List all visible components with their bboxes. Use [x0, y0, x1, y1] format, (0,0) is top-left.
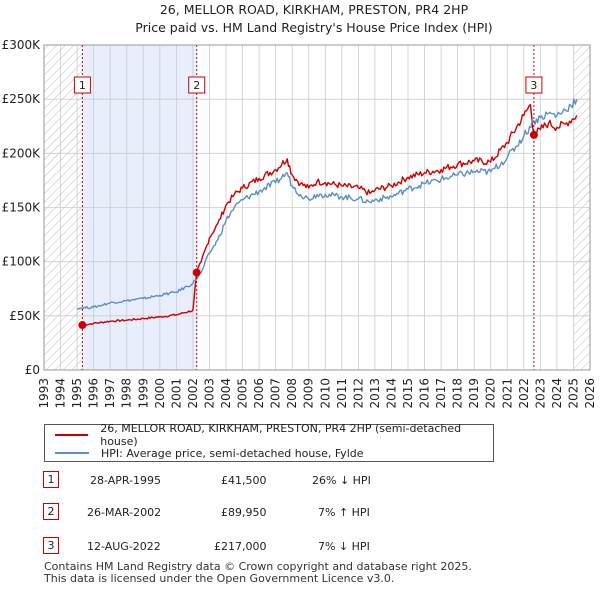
- sale-hpi-relation: 7% ↑ HPI: [318, 506, 370, 519]
- x-tick-label: 2002: [186, 378, 200, 409]
- sale-point: [78, 321, 87, 330]
- series-line-hpi: [76, 98, 578, 310]
- sale-marker-badge: [188, 76, 206, 94]
- x-tick-label: 2000: [153, 378, 167, 409]
- x-tick-label: 1993: [37, 378, 51, 409]
- x-tick-label: 2021: [500, 378, 514, 409]
- y-tick-label: £100K: [2, 255, 42, 269]
- sale-marker-badge: [525, 76, 543, 94]
- x-tick-label: 1994: [54, 378, 68, 409]
- sale-hpi-relation: 26% ↓ HPI: [312, 474, 371, 487]
- series-line-property: [82, 103, 578, 326]
- x-tick-label: 2025: [566, 378, 580, 409]
- sale-date: 28-APR-1995: [90, 474, 162, 487]
- sale-number-badge: 1: [43, 471, 59, 488]
- x-tick-label: 2008: [285, 378, 299, 409]
- x-tick-label: 2023: [533, 378, 547, 409]
- x-tick-label: 2005: [236, 378, 250, 409]
- y-tick-label: £250K: [2, 92, 42, 106]
- x-tick-label: 2007: [269, 378, 283, 409]
- sale-price: £41,500: [221, 474, 267, 487]
- x-tick-label: 2017: [434, 378, 448, 409]
- x-tick-label: 2018: [451, 378, 465, 409]
- x-tick-label: 2011: [335, 378, 349, 409]
- x-tick-label: 2024: [550, 378, 564, 409]
- sale-row: 3 12-AUG-2022 £217,000 7% ↓ HPI: [0, 536, 600, 558]
- attribution-line-1: Contains HM Land Registry data © Crown c…: [44, 560, 472, 573]
- legend-item-property: 26, MELLOR ROAD, KIRKHAM, PRESTON, PR4 2…: [45, 422, 493, 448]
- y-tick-label: £300K: [2, 38, 42, 52]
- x-tick-label: 2004: [219, 378, 233, 409]
- x-tick-label: 2022: [517, 378, 531, 409]
- x-tick-label: 2019: [467, 378, 481, 409]
- x-tick-label: 2010: [318, 378, 332, 409]
- sale-number-badge: 3: [43, 537, 59, 554]
- sale-marker-label: 2: [193, 79, 200, 92]
- x-tick-label: 2006: [252, 378, 266, 409]
- sale-date: 26-MAR-2002: [87, 506, 162, 519]
- sale-marker-label: 3: [530, 79, 537, 92]
- x-tick-label: 2014: [384, 378, 398, 409]
- legend-label-hpi: HPI: Average price, semi-detached house,…: [101, 446, 364, 460]
- y-tick-label: £200K: [2, 146, 42, 160]
- plot-border: [43, 44, 591, 371]
- legend-label-property: 26, MELLOR ROAD, KIRKHAM, PRESTON, PR4 2…: [100, 422, 462, 448]
- x-tick-label: 2009: [302, 378, 316, 409]
- sale-date: 12-AUG-2022: [87, 540, 161, 553]
- price-chart: 26, MELLOR ROAD, KIRKHAM, PRESTON, PR4 2…: [2, 2, 597, 409]
- sale-row: 1 28-APR-1995 £41,500 26% ↓ HPI: [0, 470, 600, 492]
- sale-marker-badge: [73, 76, 91, 94]
- x-tick-label: 2026: [583, 378, 597, 409]
- legend-item-hpi: HPI: Average price, semi-detached house,…: [45, 444, 364, 462]
- x-tick-label: 2016: [418, 378, 432, 409]
- chart-title-line1: 26, MELLOR ROAD, KIRKHAM, PRESTON, PR4 2…: [160, 2, 469, 17]
- sale-price: £217,000: [214, 540, 267, 553]
- x-tick-label: 1995: [70, 378, 84, 409]
- x-tick-label: 1999: [136, 378, 150, 409]
- x-tick-label: 1998: [120, 378, 134, 409]
- y-tick-label: £150K: [2, 201, 42, 215]
- sale-price: £89,950: [221, 506, 267, 519]
- legend-swatch-property: [55, 434, 89, 436]
- x-tick-label: 1997: [103, 378, 117, 409]
- sale-number-badge: 2: [43, 503, 59, 520]
- sale-hpi-relation: 7% ↓ HPI: [318, 540, 370, 553]
- x-tick-label: 1996: [87, 378, 101, 409]
- y-tick-label: £50K: [9, 309, 41, 323]
- x-tick-label: 2003: [202, 378, 216, 409]
- x-tick-label: 2013: [368, 378, 382, 409]
- y-tick-label: £0: [25, 363, 40, 377]
- x-tick-label: 2015: [401, 378, 415, 409]
- legend-swatch-hpi: [55, 452, 89, 454]
- sale-row: 2 26-MAR-2002 £89,950 7% ↑ HPI: [0, 502, 600, 524]
- x-tick-label: 2001: [169, 378, 183, 409]
- sale-point: [192, 268, 201, 277]
- x-tick-label: 2020: [484, 378, 498, 409]
- chart-title-line2: Price paid vs. HM Land Registry's House …: [135, 20, 492, 35]
- attribution-footer: Contains HM Land Registry data © Crown c…: [44, 561, 472, 585]
- sale-marker-label: 1: [79, 79, 86, 92]
- sale-point: [529, 130, 538, 139]
- attribution-line-2: This data is licensed under the Open Gov…: [44, 572, 395, 585]
- x-tick-label: 2012: [351, 378, 365, 409]
- chart-legend: 26, MELLOR ROAD, KIRKHAM, PRESTON, PR4 2…: [44, 422, 494, 462]
